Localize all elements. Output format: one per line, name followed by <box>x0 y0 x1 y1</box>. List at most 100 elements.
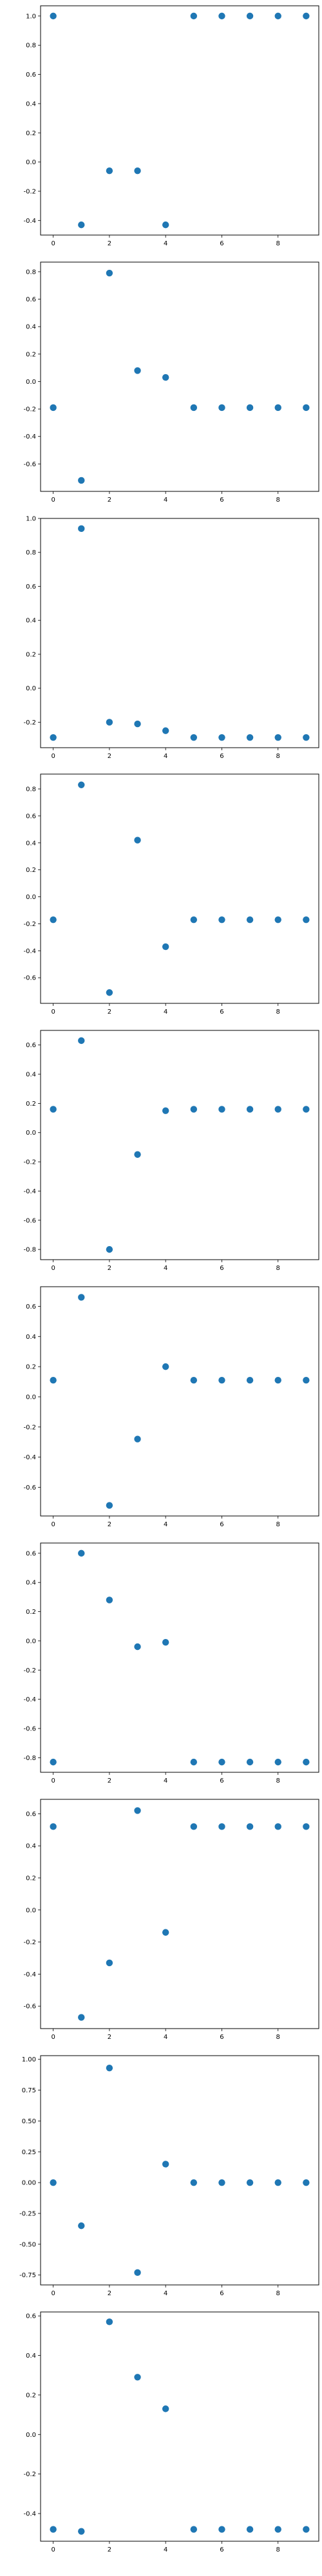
data-point <box>162 1929 169 1936</box>
data-point <box>274 1377 281 1384</box>
x-tick-label: 4 <box>164 1521 167 1528</box>
data-point <box>218 2179 225 2186</box>
x-tick-label: 8 <box>276 2546 280 2553</box>
data-point <box>190 12 198 20</box>
data-point <box>303 12 310 20</box>
y-tick-label: -0.2 <box>23 1939 36 1946</box>
data-point <box>190 404 198 412</box>
data-point <box>134 2269 141 2277</box>
subplot-9: 0 2 4 6 8 1.00 0.75 0.50 0.25 0.00 -0.25 -0.50 -0.75 <box>19 2055 319 2297</box>
data-point <box>50 1758 57 1766</box>
data-point <box>78 2222 85 2230</box>
data-point <box>218 1106 225 1113</box>
data-point <box>303 1377 310 1384</box>
x-tick-label: 0 <box>51 240 55 247</box>
data-point <box>106 1596 113 1604</box>
y-tick-label: 0.8 <box>26 269 36 276</box>
x-tick-label: 2 <box>108 2290 111 2297</box>
data-point <box>78 1294 85 1301</box>
y-tick-label: -0.2 <box>23 2471 36 2478</box>
y-tick-label: -0.4 <box>23 218 36 225</box>
subplot-10: 0 2 4 6 8 0.6 0.4 0.2 0.0 -0.2 -0.4 <box>23 2311 319 2553</box>
y-tick-label: -0.6 <box>23 461 36 468</box>
data-point <box>50 12 57 20</box>
x-tick-label: 8 <box>276 2290 280 2297</box>
data-point <box>274 404 281 412</box>
data-point <box>106 1245 113 1253</box>
data-point <box>50 2526 57 2533</box>
data-point <box>134 1151 141 1158</box>
data-point <box>162 943 169 951</box>
y-tick-label: 1.00 <box>22 2056 36 2063</box>
y-tick-label: -0.4 <box>23 1188 36 1195</box>
data-point <box>274 1106 281 1113</box>
axes-frame <box>40 2311 319 2542</box>
y-tick-label: 0.6 <box>26 583 36 591</box>
y-tick-label: 0.2 <box>26 867 36 874</box>
data-point <box>78 221 85 229</box>
data-point <box>218 1758 225 1766</box>
y-tick-label: 0.2 <box>26 651 36 658</box>
data-point <box>50 734 57 741</box>
y-tick-label: -0.6 <box>23 1217 36 1224</box>
x-tick-label: 2 <box>108 753 111 760</box>
x-tick-label: 4 <box>164 2290 167 2297</box>
y-tick-label: -0.4 <box>23 1696 36 1703</box>
subplot-7: 0 2 4 6 8 0.6 0.4 0.2 0.0 -0.2 -0.4 -0.6 -0.8 <box>23 1542 319 1785</box>
data-point <box>78 2528 85 2535</box>
data-point <box>50 1106 57 1113</box>
x-tick-label: 0 <box>51 1521 55 1528</box>
y-tick-label: 0.0 <box>26 1907 36 1914</box>
data-point <box>274 12 281 20</box>
data-point <box>303 2179 310 2186</box>
axes-frame <box>40 1286 319 1517</box>
data-point <box>303 1758 310 1766</box>
subplot-8: 0 2 4 6 8 0.6 0.4 0.2 0.0 -0.2 -0.4 -0.6 <box>23 1799 319 2041</box>
data-point <box>134 1435 141 1443</box>
y-tick-label: -0.4 <box>23 948 36 955</box>
y-tick-label: 0.4 <box>26 100 36 108</box>
y-tick-label: 0.4 <box>26 618 36 625</box>
data-point <box>106 2064 113 2072</box>
data-point <box>246 12 254 20</box>
data-point <box>190 1758 198 1766</box>
x-tick-label: 4 <box>164 1777 167 1785</box>
x-tick-label: 2 <box>108 2546 111 2553</box>
data-point <box>246 1823 254 1830</box>
y-tick-label: 0.2 <box>26 1364 36 1371</box>
x-tick-label: 0 <box>51 497 55 504</box>
data-point <box>190 2179 198 2186</box>
x-tick-label: 6 <box>220 2290 223 2297</box>
x-tick-label: 4 <box>164 497 167 504</box>
data-point <box>190 1377 198 1384</box>
data-point <box>162 1638 169 1646</box>
data-point <box>303 404 310 412</box>
y-tick-label: -0.2 <box>23 188 36 195</box>
y-tick-label: 0.6 <box>26 296 36 303</box>
y-tick-label: 0.6 <box>26 2313 36 2320</box>
x-tick-label: 4 <box>164 753 167 760</box>
x-tick-label: 8 <box>276 2034 280 2041</box>
y-tick-label: 0.00 <box>22 2180 36 2187</box>
data-point <box>190 1106 198 1113</box>
data-point <box>106 989 113 996</box>
data-point <box>106 167 113 175</box>
y-tick-label: -0.6 <box>23 1484 36 1492</box>
data-point <box>106 719 113 726</box>
data-point <box>303 734 310 741</box>
subplot-4: 0 2 4 6 8 0.8 0.6 0.4 0.2 0.0 -0.2 -0.4 -0.6 <box>23 773 319 1016</box>
axes-frame <box>40 518 319 748</box>
subplot-6: 0 2 4 6 8 0.6 0.4 0.2 0.0 -0.2 -0.4 -0.6 <box>23 1286 319 1528</box>
y-tick-label: 0.25 <box>22 2149 36 2156</box>
data-point <box>50 1823 57 1830</box>
x-tick-label: 6 <box>220 2034 223 2041</box>
x-tick-label: 6 <box>220 1777 223 1785</box>
data-point <box>274 734 281 741</box>
data-point <box>78 477 85 484</box>
x-tick-label: 6 <box>220 497 223 504</box>
subplot-5: 0 2 4 6 8 0.6 0.4 0.2 0.0 -0.2 -0.4 -0.6 -0.8 <box>23 1030 319 1272</box>
x-tick-label: 0 <box>51 1777 55 1785</box>
axes-frame <box>40 261 319 492</box>
y-tick-label: -0.25 <box>19 2210 36 2217</box>
y-tick-label: -0.75 <box>19 2272 36 2279</box>
